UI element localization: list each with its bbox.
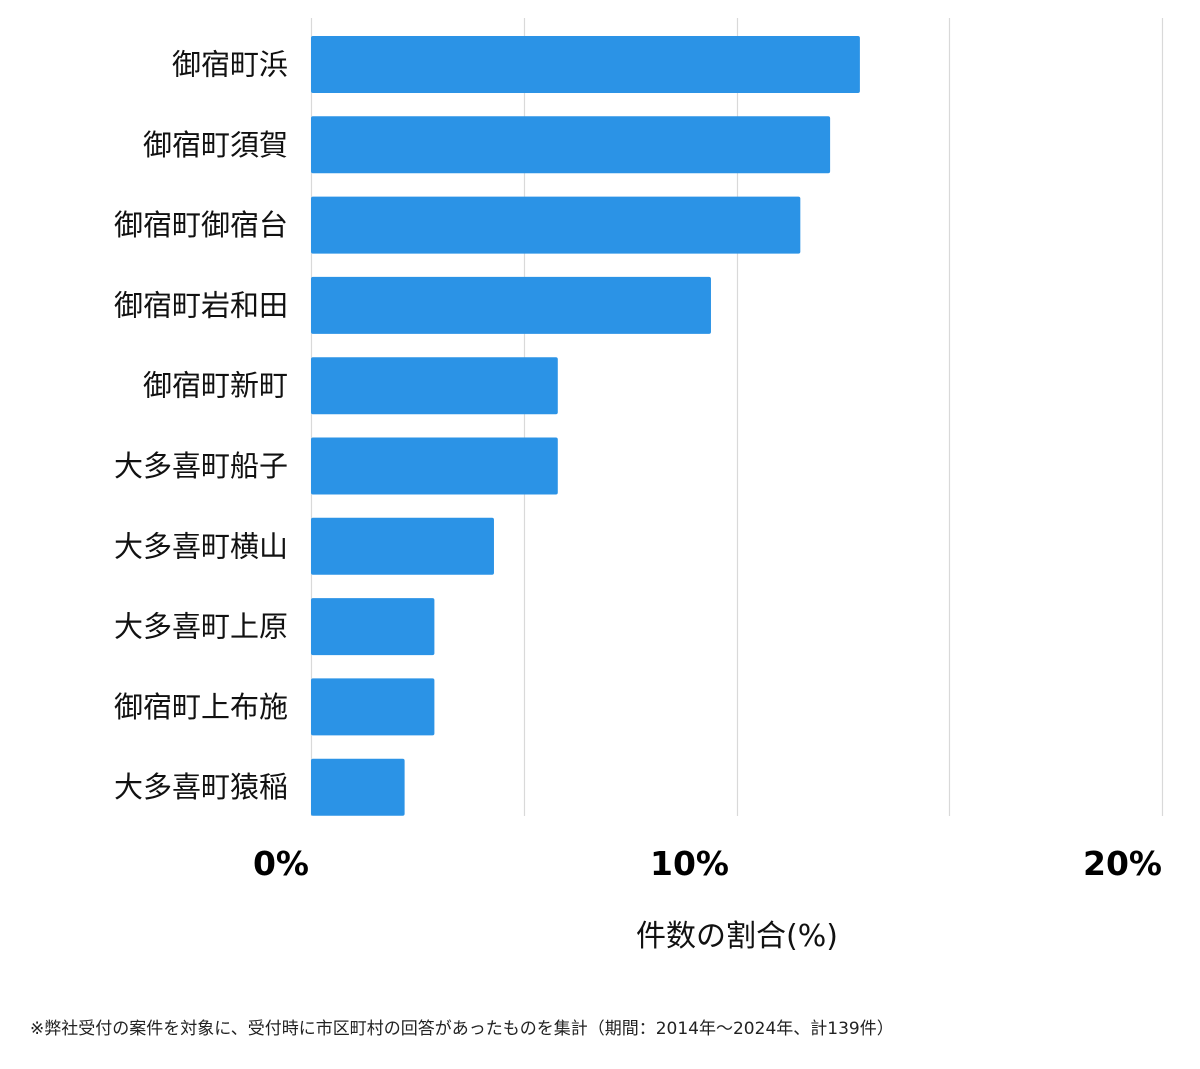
category-label: 大多喜町船子 bbox=[114, 449, 288, 483]
x-tick-label: 0% bbox=[253, 844, 309, 883]
bar bbox=[311, 276, 711, 334]
category-label: 御宿町新町 bbox=[143, 369, 288, 403]
bar bbox=[311, 36, 860, 93]
bar bbox=[311, 437, 558, 495]
x-tick-label: 10% bbox=[650, 844, 729, 883]
x-axis-title: 件数の割合(%) bbox=[636, 919, 838, 954]
footnote: ※弊社受付の案件を対象に、受付時に市区町村の回答があったものを集計（期間：201… bbox=[30, 1019, 894, 1039]
category-label: 大多喜町上原 bbox=[114, 610, 288, 644]
category-label: 大多喜町猿稲 bbox=[114, 770, 288, 804]
category-label: 御宿町御宿台 bbox=[114, 208, 288, 242]
bar bbox=[311, 598, 435, 656]
bar bbox=[311, 116, 831, 174]
category-label: 御宿町須賀 bbox=[143, 128, 288, 162]
x-tick-labels: 0% 10% 20% bbox=[253, 844, 1162, 883]
bar bbox=[311, 357, 558, 415]
bars bbox=[311, 36, 860, 816]
bar bbox=[311, 678, 435, 736]
category-label: 御宿町浜 bbox=[172, 48, 288, 82]
bar bbox=[311, 196, 801, 254]
x-tick-label: 20% bbox=[1083, 844, 1162, 883]
category-labels: 御宿町浜御宿町須賀御宿町御宿台御宿町岩和田御宿町新町大多喜町船子大多喜町横山大多… bbox=[114, 48, 288, 805]
category-label: 御宿町岩和田 bbox=[114, 288, 288, 322]
category-label: 大多喜町横山 bbox=[114, 529, 288, 563]
category-label: 御宿町上布施 bbox=[114, 690, 288, 724]
bar-chart: 御宿町浜御宿町須賀御宿町御宿台御宿町岩和田御宿町新町大多喜町船子大多喜町横山大多… bbox=[114, 18, 1164, 954]
bar bbox=[311, 517, 494, 575]
bar bbox=[311, 758, 405, 816]
